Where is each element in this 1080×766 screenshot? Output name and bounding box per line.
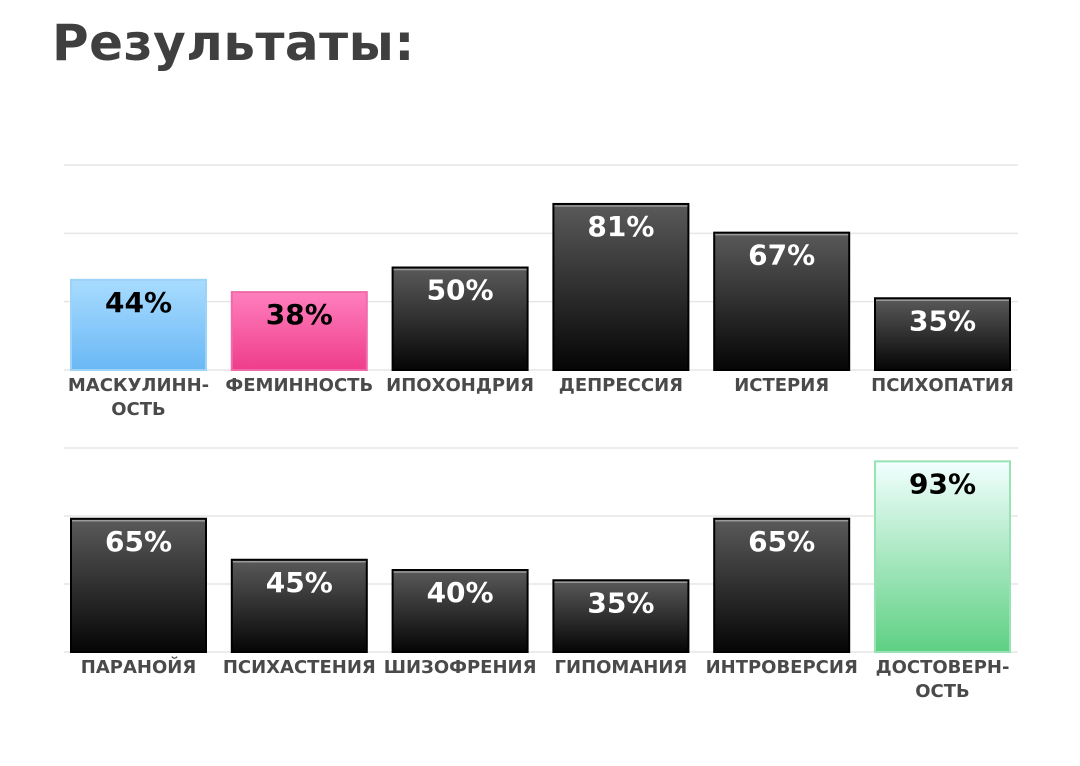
bar (713, 231, 851, 371)
bar-value-label: 50% (427, 274, 494, 307)
category-label-line: МАСКУЛИНН- (68, 375, 209, 396)
category-label: ИНТРОВЕРСИЯ (706, 657, 858, 678)
category-label: ДЕПРЕССИЯ (559, 375, 683, 396)
category-label-line: ОСТЬ (915, 681, 970, 702)
category-label-line: ИСТЕРИЯ (734, 375, 829, 396)
category-label-line: ПАРАНОЙЯ (81, 656, 196, 678)
bar (874, 297, 1011, 371)
chart-panel-1: 44% МАСКУЛИНН- ОСТЬ 38% ФЕМИННОСТЬ 50% ИПОХОНД… (64, 164, 1018, 420)
bar-value-label: 35% (587, 586, 654, 619)
bar-value-label: 44% (105, 286, 172, 319)
bar (391, 569, 529, 653)
category-label: ГИПОМАНИЯ (555, 657, 688, 678)
category-label-line: ПСИХАСТЕНИЯ (223, 657, 376, 678)
bar (70, 278, 207, 371)
category-label-line: ШИЗОФРЕНИЯ (384, 657, 537, 678)
bar-value-label: 93% (909, 467, 976, 500)
category-label-line: ДОСТОВЕРН- (876, 657, 1010, 678)
category-label: ПАРАНОЙЯ (81, 656, 196, 678)
category-label-line: ИНТРОВЕРСИЯ (706, 657, 858, 678)
category-label-line: ПСИХОПАТИЯ (871, 375, 1014, 396)
category-label-line: ИПОХОНДРИЯ (386, 375, 534, 396)
bar (874, 460, 1011, 653)
bar-value-label: 40% (427, 576, 494, 609)
bar-value-label: 81% (587, 210, 654, 243)
bar-value-label: 65% (748, 525, 815, 558)
bar-value-label: 35% (909, 304, 976, 337)
bar (230, 291, 368, 372)
bar-value-label: 38% (266, 298, 333, 331)
category-label: ИСТЕРИЯ (734, 375, 829, 396)
category-label: ПСИХОПАТИЯ (871, 375, 1014, 396)
page-title: Результаты: (52, 14, 415, 72)
bar-value-label: 45% (266, 566, 333, 599)
bar (552, 202, 690, 371)
bar-value-label: 67% (748, 239, 815, 272)
category-label: ПСИХАСТЕНИЯ (223, 657, 376, 678)
category-label-line: ДЕПРЕССИЯ (559, 375, 683, 396)
category-label: МАСКУЛИНН- ОСТЬ (68, 375, 209, 420)
bar (391, 266, 529, 371)
bar (230, 558, 368, 653)
category-label-line: ФЕМИННОСТЬ (225, 375, 373, 396)
bar (552, 579, 690, 653)
category-label: ШИЗОФРЕНИЯ (384, 657, 537, 678)
bar-value-label: 65% (105, 525, 172, 558)
chart-panel-2: 65% ПАРАНОЙЯ 45% ПСИХАСТЕНИЯ 40% ШИЗОФРЕНИЯ 35… (64, 447, 1018, 702)
category-label-line: ОСТЬ (111, 399, 166, 420)
bar (713, 517, 851, 653)
bar (70, 517, 207, 653)
category-label: ИПОХОНДРИЯ (386, 375, 534, 396)
category-label-line: ГИПОМАНИЯ (555, 657, 688, 678)
category-label: ФЕМИННОСТЬ (225, 375, 373, 396)
category-label: ДОСТОВЕРН- ОСТЬ (876, 657, 1010, 702)
